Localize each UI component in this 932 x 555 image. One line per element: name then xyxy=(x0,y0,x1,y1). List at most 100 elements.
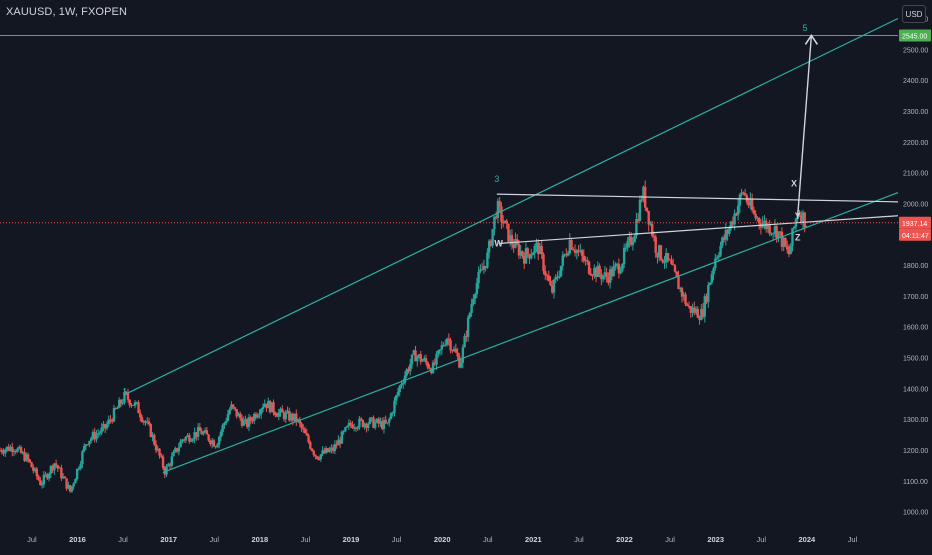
candle-body xyxy=(451,350,454,352)
candle-body xyxy=(89,438,93,441)
candle-body xyxy=(51,466,54,471)
candle-body xyxy=(118,399,121,408)
candle-body xyxy=(133,402,137,406)
candle-body xyxy=(465,335,468,337)
time-label-year: 2021 xyxy=(525,535,542,544)
candle-body xyxy=(195,432,198,437)
candle-body xyxy=(677,276,680,290)
candle-body xyxy=(14,451,17,453)
candle-body xyxy=(766,224,770,229)
candle-body xyxy=(589,273,593,276)
candle-body xyxy=(196,427,200,437)
candle-body xyxy=(428,367,431,369)
candle-body xyxy=(81,451,84,465)
candle-body xyxy=(505,220,508,224)
price-tick-label: 1600.00 xyxy=(903,325,928,332)
candle-body xyxy=(203,430,207,433)
candle-body xyxy=(67,485,70,489)
candle-body xyxy=(698,317,701,320)
time-label-year: 2017 xyxy=(160,535,177,544)
candle-body xyxy=(622,247,626,264)
candle-body xyxy=(219,431,223,437)
candle-body xyxy=(670,259,673,265)
candle-body xyxy=(142,421,145,423)
candle-body xyxy=(749,199,752,206)
wave-label-w: W xyxy=(494,239,503,249)
candle-body xyxy=(400,383,403,386)
candle-body xyxy=(84,444,88,447)
candle-body xyxy=(424,358,428,363)
candle-body xyxy=(736,205,740,216)
price-tick-label: 1100.00 xyxy=(903,479,928,486)
candle-body xyxy=(60,467,63,479)
candle-body xyxy=(37,476,40,480)
candle-body xyxy=(167,464,170,467)
candle-body xyxy=(289,414,293,421)
candle-body xyxy=(139,413,142,418)
candle-body xyxy=(594,267,598,278)
target-price-badge-bg xyxy=(899,29,931,42)
candle-body xyxy=(631,242,635,245)
candle-body xyxy=(39,479,42,486)
candle-body xyxy=(596,265,600,278)
candle-body xyxy=(149,424,152,437)
price-tick-label: 1200.00 xyxy=(903,448,928,455)
candle-body xyxy=(235,408,238,417)
candle-body xyxy=(246,419,249,427)
candle-body xyxy=(426,362,429,368)
wave-label-5: 5 xyxy=(803,23,808,33)
candle-body xyxy=(268,400,272,413)
chart-area[interactable]: 1 2 3 5 W X Y Z xyxy=(0,0,899,527)
candle-body xyxy=(265,403,268,409)
candle-body xyxy=(263,403,266,407)
candle-body xyxy=(409,364,412,372)
price-axis[interactable]: 2600.002500.002400.002300.002200.002100.… xyxy=(898,0,932,550)
price-chart[interactable]: 1 2 3 5 W X Y Z xyxy=(0,0,899,527)
current-price-badge-bg xyxy=(899,216,931,229)
candle-body xyxy=(182,439,186,441)
candle-body xyxy=(188,435,191,442)
candle-body xyxy=(21,452,24,454)
candles-group xyxy=(0,180,808,493)
candle-body xyxy=(158,448,161,456)
time-label-year: 2018 xyxy=(251,535,268,544)
candle-body xyxy=(153,434,156,445)
candle-body xyxy=(302,428,305,430)
candle-body xyxy=(722,237,726,240)
candle-body xyxy=(770,233,773,235)
time-axis[interactable]: Jul 2016 Jul 2017 Jul 2018 Jul 2019 Jul 2020 Jul 20… xyxy=(0,527,898,550)
candle-body xyxy=(405,369,408,376)
candle-body xyxy=(316,456,319,460)
price-tick-label: 2400.00 xyxy=(903,78,928,85)
candle-body xyxy=(217,436,221,445)
candle-body xyxy=(679,287,682,290)
candle-body xyxy=(389,413,393,419)
candle-body xyxy=(47,473,51,479)
candle-body xyxy=(249,417,252,421)
candle-body xyxy=(216,444,219,448)
candle-body xyxy=(147,421,151,425)
candle-body xyxy=(214,446,217,448)
candle-body xyxy=(125,391,128,394)
time-label-month: Jul xyxy=(209,535,219,544)
candle-body xyxy=(531,253,535,256)
candle-body xyxy=(305,433,309,436)
candle-body xyxy=(756,217,759,219)
candle-body xyxy=(780,231,784,247)
candle-body xyxy=(366,423,370,428)
candle-body xyxy=(587,261,591,274)
candle-body xyxy=(398,385,401,393)
time-label-month: Jul xyxy=(848,535,858,544)
candle-body xyxy=(789,245,792,255)
candle-body xyxy=(514,239,517,248)
candle-body xyxy=(533,245,536,254)
currency-button[interactable]: USD xyxy=(902,5,926,23)
candle-body xyxy=(575,250,579,253)
candle-body xyxy=(565,254,568,256)
candle-body xyxy=(440,345,444,350)
candle-body xyxy=(452,348,456,351)
candle-body xyxy=(98,432,102,434)
candle-body xyxy=(559,265,563,277)
candle-body xyxy=(423,358,426,361)
candle-body xyxy=(231,404,235,408)
